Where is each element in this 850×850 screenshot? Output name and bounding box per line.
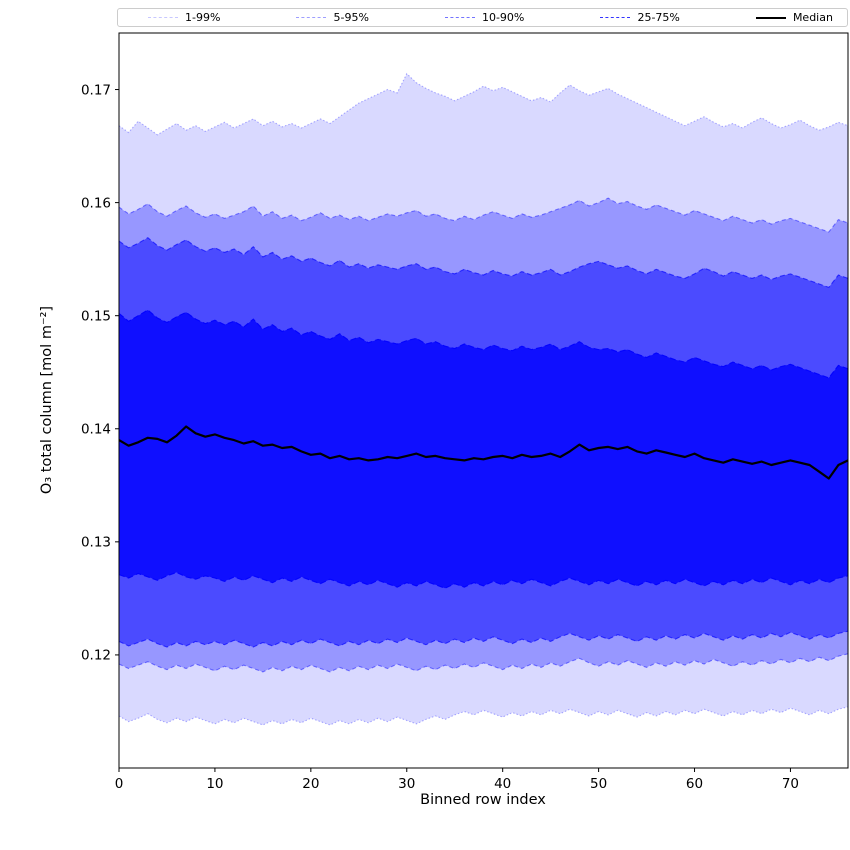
y-tick-label: 0.12 xyxy=(81,648,111,664)
x-tick-label: 20 xyxy=(302,776,319,792)
band-1-99-line-sample xyxy=(148,17,178,18)
x-axis-label: Binned row index xyxy=(420,792,546,808)
legend-item-median: Median xyxy=(755,11,833,24)
band-25-75-line-sample xyxy=(600,17,631,18)
x-tick-label: 30 xyxy=(398,776,415,792)
x-tick-label: 0 xyxy=(115,776,124,792)
band-5-95-line-sample xyxy=(296,17,327,18)
band-5-95pct-lower-edge xyxy=(118,653,849,673)
legend-item-25-75: 25-75% xyxy=(600,11,680,24)
band-10-90-line-sample xyxy=(444,17,475,18)
band-5-95pct-upper-edge xyxy=(118,197,849,233)
y-tick-label: 0.16 xyxy=(81,195,111,211)
band-25-75pct-fill xyxy=(119,310,848,589)
y-tick-label: 0.14 xyxy=(81,422,111,438)
legend-item-1-99: 1-99% xyxy=(148,11,220,24)
x-tick-label: 40 xyxy=(494,776,511,792)
legend-label-5-95: 5-95% xyxy=(333,11,369,24)
legend-label-median: Median xyxy=(792,11,833,24)
band-25-75pct-upper-edge xyxy=(118,309,849,379)
y-tick-label: 0.17 xyxy=(81,82,111,98)
median-line-sample xyxy=(755,16,786,19)
x-tick-label: 10 xyxy=(206,776,223,792)
median-line xyxy=(118,425,849,480)
axes-spine xyxy=(118,32,849,769)
band-10-90pct-upper-edge xyxy=(118,237,849,289)
x-tick-label: 50 xyxy=(590,776,607,792)
legend-label-10-90: 10-90% xyxy=(481,11,525,24)
legend: 1-99% 5-95% 10-90% 25-75% Median xyxy=(117,8,848,27)
legend-label-25-75: 25-75% xyxy=(637,11,680,24)
x-tick-label: 60 xyxy=(686,776,703,792)
x-tick-label: 70 xyxy=(782,776,799,792)
legend-item-5-95: 5-95% xyxy=(296,11,369,24)
legend-item-10-90: 10-90% xyxy=(444,11,525,24)
band-10-90pct-lower-edge xyxy=(118,630,849,648)
legend-label-1-99: 1-99% xyxy=(185,11,221,24)
band-25-75pct-lower-edge xyxy=(118,571,849,589)
y-tick-label: 0.13 xyxy=(81,535,111,551)
y-tick-label: 0.15 xyxy=(81,308,111,324)
